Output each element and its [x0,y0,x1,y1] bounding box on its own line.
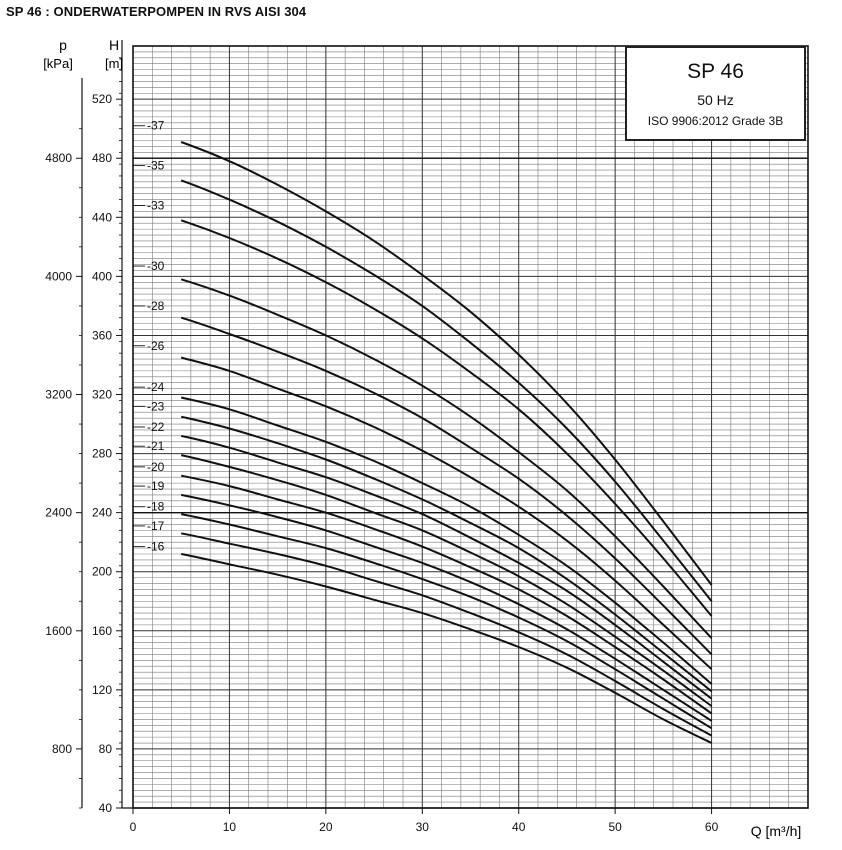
curve-n30 [180,278,713,639]
page-title: SP 46 : ONDERWATERPOMPEN IN RVS AISI 304 [6,4,307,19]
curve-label: -23 [147,399,165,413]
curve-label: -35 [147,159,165,173]
curve-label: -28 [147,299,165,313]
curve-label: -33 [147,198,165,212]
x-tick-label: 50 [608,820,622,834]
curve-n33 [180,219,713,617]
minor-grid [133,46,808,808]
x-tick-label: 30 [416,820,430,834]
pump-standard: ISO 9906:2012 Grade 3B [647,114,784,128]
p-tick-label: 800 [52,742,72,756]
h-axis-unit: [m] [105,56,123,71]
curve-n35 [180,179,713,602]
p-tick-label: 2400 [45,506,72,520]
curve-label: -20 [147,460,165,474]
curve-label: -26 [147,339,165,353]
curve-n18 [181,513,713,730]
curve-n21 [180,454,713,707]
pump-curves [180,141,713,744]
p-axis-unit: [kPa] [43,56,73,71]
x-tick-label: 0 [130,820,137,834]
curve-n22 [180,434,713,700]
p-tick-label: 1600 [45,624,72,638]
h-tick-label: 520 [92,92,112,106]
curve-n26 [180,356,713,670]
plot-frame [132,45,809,809]
curve-n23 [180,415,713,693]
p-axis-symbol: p [59,37,67,53]
h-tick-label: 40 [99,801,113,815]
pump-info-box: SP 46 50 Hz ISO 9906:2012 Grade 3B [625,46,806,141]
h-tick-label: 400 [92,269,112,283]
curve-n16 [181,553,713,744]
pump-frequency: 50 Hz [697,92,734,108]
x-axis-label: Q [m³/h] [751,823,802,839]
h-tick-label: 200 [92,565,112,579]
pump-model: SP 46 [687,60,744,83]
curve-n37 [180,141,713,586]
x-tick-label: 10 [223,820,237,834]
curve-label: -19 [147,479,165,493]
h-tick-label: 360 [92,328,112,342]
h-tick-label: 480 [92,151,112,165]
curve-n19 [181,493,713,722]
axis-labels: p [kPa] H [m] Q [m³/h] [43,37,801,839]
h-tick-label: 440 [92,210,112,224]
curve-label: -24 [147,380,165,394]
h-tick-label: 80 [99,742,113,756]
p-tick-label: 3200 [45,388,72,402]
p-tick-label: 4800 [45,151,72,165]
curve-label: -22 [147,420,165,434]
curve-label: -18 [147,500,165,514]
h-tick-label: 280 [92,447,112,461]
h-tick-label: 160 [92,624,112,638]
h-tick-label: 120 [92,683,112,697]
major-grid [133,46,808,808]
x-tick-label: 40 [512,820,526,834]
h-tick-label: 320 [92,388,112,402]
curve-n17 [181,532,713,737]
curve-labels: -16 -17 -18 -19 -20 -21 -22 -23 -24 -26 -28 -30 -33 -… [133,119,165,554]
curve-label: -17 [147,519,165,533]
curve-n28 [180,316,713,656]
h-axis-symbol: H [109,37,119,53]
curve-label: -16 [147,540,165,554]
x-tick-label: 20 [319,820,333,834]
curve-n24 [180,396,713,685]
curve-label: -30 [147,259,165,273]
x-tick-label: 60 [705,820,719,834]
h-tick-label: 240 [92,506,112,520]
curve-n20 [181,474,713,715]
curve-label: -21 [147,439,165,453]
curve-label: -37 [147,119,165,133]
p-tick-label: 4000 [45,269,72,283]
axes: 4080120160200240280320360400440480520800… [45,40,809,834]
